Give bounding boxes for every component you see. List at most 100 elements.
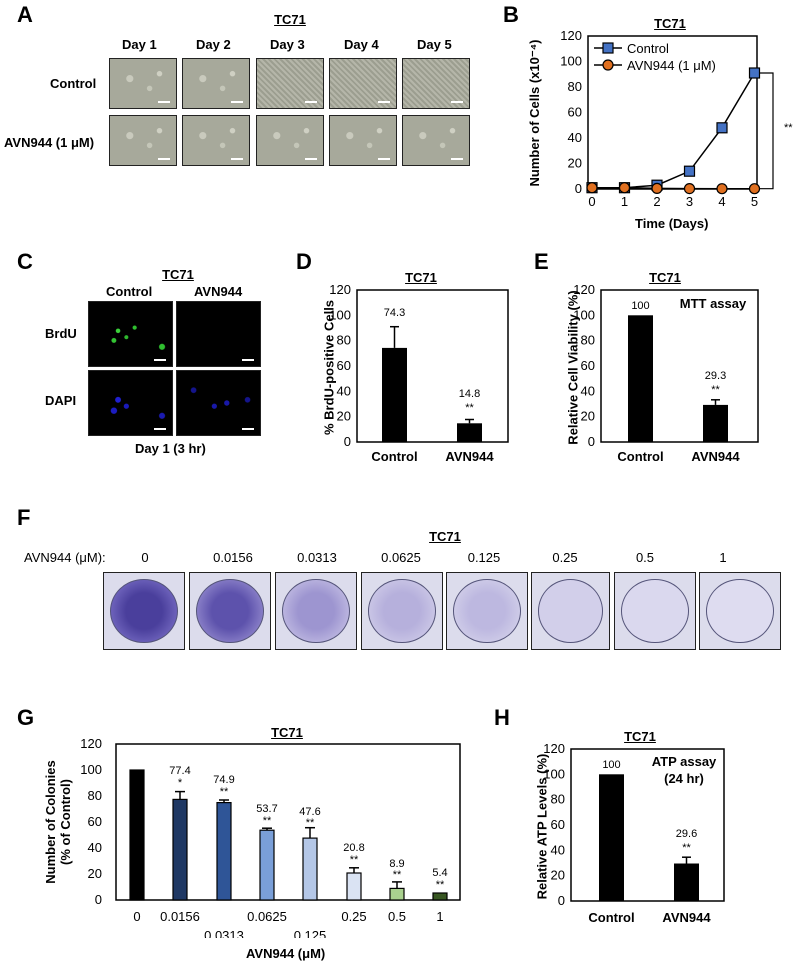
bar-0.25 (346, 872, 362, 901)
panel-a-title: TC71 (274, 12, 306, 27)
svg-text:100: 100 (329, 307, 351, 322)
svg-text:1: 1 (436, 909, 443, 924)
panel-c-caption: Day 1 (3 hr) (135, 441, 206, 456)
conc-label: 0.25 (552, 550, 578, 565)
fluorescence-dapi-avn944 (176, 370, 261, 436)
atp-assay-annotation: ATP assay (652, 754, 717, 769)
svg-text:100: 100 (602, 759, 620, 771)
svg-text:40: 40 (551, 842, 565, 857)
bar-0.0313 (216, 801, 232, 901)
svg-text:8.9: 8.9 (389, 858, 404, 870)
significance-bracket (760, 72, 774, 190)
panel-letter-a: A (17, 2, 33, 27)
micrograph-control-day4 (329, 58, 397, 109)
svg-text:4: 4 (718, 194, 725, 209)
svg-text:40: 40 (568, 130, 582, 145)
svg-text:**: ** (465, 402, 474, 414)
avn944-markers (586, 182, 761, 195)
svg-text:29.3: 29.3 (705, 370, 726, 382)
svg-text:74.9: 74.9 (213, 774, 234, 786)
scale-bar (154, 359, 166, 361)
svg-text:74.3: 74.3 (384, 307, 405, 319)
colony-dish-0.0313 (275, 572, 357, 650)
svg-text:2: 2 (653, 194, 660, 209)
conc-label: 0.0625 (381, 550, 421, 565)
panel-h-title: TC71 (624, 729, 656, 744)
panel-g-bar-chart: 0 20 40 60 80 100 120 77.4 * 74.9 ** 53.… (80, 738, 461, 938)
scale-bar (242, 428, 254, 430)
colony-dish-0.25 (531, 572, 610, 650)
svg-text:40: 40 (337, 383, 351, 398)
svg-text:1: 1 (621, 194, 628, 209)
colony-dish-0.125 (446, 572, 528, 650)
svg-text:60: 60 (551, 817, 565, 832)
svg-text:0: 0 (133, 909, 140, 924)
svg-text:60: 60 (337, 358, 351, 373)
micrograph-avn944-day2 (182, 115, 250, 166)
legend-control-label: Control (627, 41, 669, 56)
panel-b-title: TC71 (654, 16, 686, 31)
svg-text:**: ** (393, 869, 402, 881)
legend-avn944-marker (602, 59, 614, 71)
panel-g-xlabel: AVN944 (μM) (246, 946, 326, 961)
bar-control (599, 774, 624, 901)
svg-text:0.25: 0.25 (341, 909, 366, 924)
colony-dish-0.5 (614, 572, 696, 650)
svg-text:0.0156: 0.0156 (160, 909, 200, 924)
svg-text:0.0313: 0.0313 (204, 928, 244, 938)
svg-text:40: 40 (581, 383, 595, 398)
panel-e-bar-chart: 0 20 40 60 80 100 120 MTT assay 100 29.3… (573, 283, 759, 463)
bar-0.0625 (259, 829, 275, 901)
panel-d-title: TC71 (405, 270, 437, 285)
micrograph-control-day1 (109, 58, 177, 109)
svg-text:100: 100 (560, 54, 582, 69)
panel-letter-b: B (503, 2, 519, 27)
svg-text:AVN944: AVN944 (691, 449, 740, 463)
panel-letter-d: D (296, 249, 312, 274)
bar-0.0156 (172, 798, 188, 901)
legend-avn944-label: AVN944 (1 μM) (627, 58, 716, 73)
svg-text:40: 40 (88, 840, 102, 855)
atp-assay-duration: (24 hr) (664, 771, 704, 786)
svg-text:Control: Control (588, 910, 634, 925)
svg-text:120: 120 (560, 28, 582, 43)
svg-text:120: 120 (80, 738, 102, 751)
row-label-brdu: BrdU (45, 326, 77, 341)
control-markers (586, 67, 761, 194)
conc-label: 0.5 (635, 550, 655, 565)
svg-text:3: 3 (686, 194, 693, 209)
svg-text:100: 100 (573, 307, 595, 322)
svg-text:0: 0 (588, 434, 595, 449)
conc-label: 0 (141, 550, 149, 565)
col-label-avn944: AVN944 (194, 284, 243, 299)
svg-text:20: 20 (581, 409, 595, 424)
col-label-day2: Day 2 (196, 37, 231, 52)
control-series-line (592, 72, 756, 189)
panel-h-bar-chart: 0 20 40 60 80 100 120 ATP assay (24 hr) … (543, 742, 725, 925)
legend-control-marker (602, 42, 614, 54)
svg-text:5.4: 5.4 (432, 867, 447, 879)
svg-text:120: 120 (543, 742, 565, 756)
bar-avn944 (457, 423, 482, 442)
svg-text:**: ** (220, 786, 229, 798)
svg-text:100: 100 (631, 300, 649, 312)
svg-text:53.7: 53.7 (256, 803, 277, 815)
bar-0.5 (389, 887, 405, 901)
panel-e-title: TC71 (649, 270, 681, 285)
row-label-avn944: AVN944 (1 μM) (4, 135, 95, 150)
svg-text:0: 0 (558, 893, 565, 908)
conc-label: 0.0313 (297, 550, 337, 565)
svg-text:20: 20 (88, 866, 102, 881)
fluorescence-brdu-control (88, 301, 173, 367)
row-label-control: Control (50, 76, 97, 91)
svg-text:0.0625: 0.0625 (247, 909, 287, 924)
svg-text:77.4: 77.4 (169, 765, 190, 777)
panel-g-title: TC71 (271, 725, 303, 740)
scale-bar (378, 101, 390, 103)
panel-letter-f: F (17, 505, 31, 530)
micrograph-control-day5 (402, 58, 470, 109)
micrograph-control-day3 (256, 58, 324, 109)
svg-text:20.8: 20.8 (343, 842, 364, 854)
scale-bar (451, 158, 463, 160)
svg-text:0: 0 (344, 434, 351, 449)
